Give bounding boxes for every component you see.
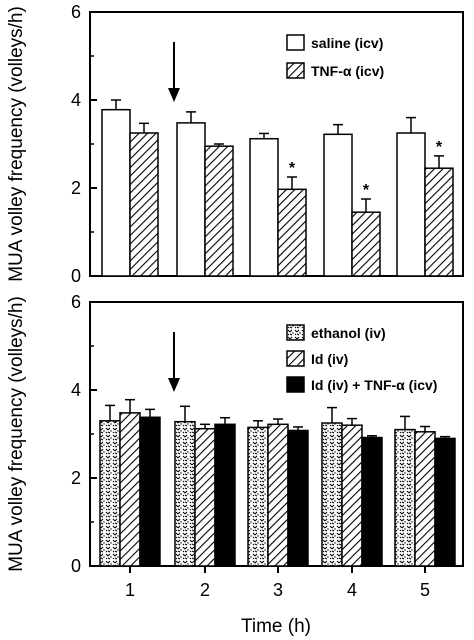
legend-swatch: [286, 34, 305, 51]
bar: [394, 428, 416, 567]
x-tick-label: 4: [347, 580, 357, 600]
legend-swatch: [286, 324, 305, 341]
legend-label: saline (icv): [311, 35, 383, 51]
bar: [341, 424, 363, 567]
legend-label: Id (iv) + TNF-α (icv): [311, 377, 437, 393]
x-axis: 1 2 3 4 5: [125, 566, 430, 600]
bar: [287, 429, 309, 567]
bar: [277, 188, 307, 277]
significance-marker: *: [436, 139, 443, 156]
bottom-legend: ethanol (iv) Id (iv) Id (iv) + TNF-α (icv): [286, 324, 437, 393]
bar: [176, 122, 206, 277]
bar: [321, 422, 343, 567]
top-y-axis-label-line1: MUA volley frequency (volleys/h): [6, 6, 27, 282]
legend-label: ethanol (iv): [311, 325, 386, 341]
bar: [139, 416, 161, 567]
bar: [204, 145, 234, 277]
y-tick-label: 4: [71, 90, 81, 110]
bar: [267, 423, 289, 567]
bottom-panel: 0 2 4 6 MUA volley frequency (volleys/h) et…: [6, 292, 464, 637]
bar: [361, 436, 383, 567]
top-arrow: [168, 42, 180, 102]
bar: [396, 132, 426, 277]
y-tick-label: 2: [71, 178, 81, 198]
bottom-bars: [99, 398, 456, 567]
y-tick-label: 4: [71, 380, 81, 400]
bar: [174, 420, 196, 567]
x-tick-label: 2: [200, 580, 210, 600]
bar: [247, 426, 269, 567]
y-tick-label: 6: [71, 2, 81, 22]
top-bars: * * *: [101, 99, 454, 277]
significance-marker: *: [363, 182, 370, 199]
bar: [129, 132, 159, 277]
bar: [434, 437, 456, 567]
bar: [214, 423, 236, 567]
bottom-y-axis-label: MUA volley frequency (volleys/h): [6, 296, 27, 572]
y-tick-label: 0: [71, 266, 81, 286]
arrow-head: [168, 378, 180, 392]
x-tick-label: 5: [420, 580, 430, 600]
x-tick-label: 3: [273, 580, 283, 600]
top-y-axis: 0 2 4 6: [71, 2, 97, 286]
bar: [194, 427, 216, 567]
legend-label: TNF-α (icv): [311, 63, 384, 79]
bar: [99, 420, 121, 567]
legend-swatch: [286, 376, 305, 393]
top-legend: saline (icv) TNF-α (icv): [286, 34, 384, 79]
y-tick-label: 0: [71, 556, 81, 576]
legend-label: Id (iv): [311, 351, 348, 367]
significance-marker: *: [289, 160, 296, 177]
legend-swatch: [286, 350, 305, 367]
y-tick-label: 2: [71, 468, 81, 488]
arrow-head: [168, 88, 180, 102]
bar: [119, 412, 141, 567]
bar: [249, 137, 279, 277]
bar: [414, 431, 436, 567]
bar: [351, 211, 381, 277]
y-tick-label: 6: [71, 292, 81, 312]
x-tick-label: 1: [125, 580, 135, 600]
bottom-y-axis: 0 2 4 6: [71, 292, 97, 576]
x-axis-label: Time (h): [241, 616, 311, 637]
bottom-arrow: [168, 332, 180, 392]
bar: [424, 167, 454, 277]
legend-swatch: [286, 62, 305, 79]
bar: [101, 108, 131, 277]
bar: [323, 133, 353, 277]
